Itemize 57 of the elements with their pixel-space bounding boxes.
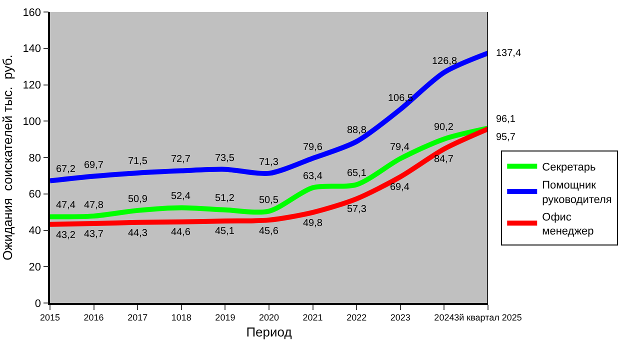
data-label: 90,2 bbox=[434, 122, 454, 133]
legend-label: Офис менеджер bbox=[542, 211, 594, 238]
data-label: 44,6 bbox=[171, 227, 191, 238]
data-label: 96,1 bbox=[496, 114, 516, 125]
data-label: 43,7 bbox=[84, 229, 104, 240]
data-label: 72,7 bbox=[171, 154, 191, 165]
y-tick-label: 20 bbox=[28, 261, 42, 274]
x-tick-label: 2024 bbox=[434, 312, 454, 323]
data-label: 52,4 bbox=[171, 191, 191, 202]
y-tick-label: 80 bbox=[28, 152, 42, 164]
data-label: 126,8 bbox=[432, 56, 458, 67]
data-label: 50,5 bbox=[259, 195, 279, 206]
data-label: 88,8 bbox=[347, 125, 367, 136]
data-label: 49,8 bbox=[303, 218, 323, 229]
y-axis-title: Ожидания соискателей тыс. руб. bbox=[0, 54, 15, 260]
x-axis-title: Период bbox=[246, 324, 292, 340]
data-label: 47,4 bbox=[56, 200, 76, 211]
x-tick-label: 2022 bbox=[346, 312, 367, 323]
data-label: 69,7 bbox=[84, 160, 104, 171]
y-tick-label: 0 bbox=[34, 298, 42, 310]
x-tick-label: 2016 bbox=[84, 312, 104, 323]
data-label: 79,4 bbox=[390, 142, 410, 153]
legend-label: Секретарь bbox=[542, 162, 596, 174]
data-label: 71,3 bbox=[259, 157, 279, 168]
data-label: 50,9 bbox=[128, 194, 148, 205]
data-label: 63,4 bbox=[303, 171, 323, 182]
data-label: 79,6 bbox=[303, 142, 323, 153]
data-label: 84,7 bbox=[434, 154, 454, 165]
data-label: 47,8 bbox=[84, 200, 104, 211]
y-tick-label: 40 bbox=[28, 225, 42, 238]
data-label: 71,5 bbox=[128, 156, 148, 167]
x-tick-label: 1018 bbox=[171, 312, 192, 323]
legend-label: Помощник руководителя bbox=[542, 180, 612, 206]
data-label: 44,3 bbox=[128, 228, 148, 239]
data-label: 67,2 bbox=[56, 164, 76, 175]
data-label: 51,2 bbox=[215, 193, 235, 204]
data-label: 45,6 bbox=[259, 226, 279, 237]
y-tick-label: 140 bbox=[22, 43, 42, 56]
y-tick-label: 120 bbox=[22, 80, 42, 92]
data-label: 137,4 bbox=[496, 48, 522, 59]
x-tick-label: 3й квартал 2025 bbox=[454, 312, 522, 323]
x-tick-label: 2020 bbox=[258, 312, 280, 323]
data-label: 45,1 bbox=[215, 226, 235, 237]
data-label: 73,5 bbox=[215, 153, 235, 164]
data-label: 95,7 bbox=[496, 132, 516, 143]
y-tick-label: 60 bbox=[28, 188, 42, 201]
data-label: 69,4 bbox=[390, 182, 410, 193]
y-tick-label: 100 bbox=[22, 116, 42, 128]
data-label: 57,3 bbox=[347, 204, 367, 215]
y-tick-label: 160 bbox=[22, 6, 42, 19]
x-tick-label: 2019 bbox=[215, 312, 236, 323]
data-label: 65,1 bbox=[347, 168, 367, 179]
x-tick-label: 2017 bbox=[128, 312, 148, 323]
x-tick-label: 2021 bbox=[302, 312, 323, 323]
data-label: 43,2 bbox=[56, 230, 76, 241]
x-tick-label: 2015 bbox=[40, 312, 60, 323]
x-tick-label: 2023 bbox=[390, 312, 410, 323]
